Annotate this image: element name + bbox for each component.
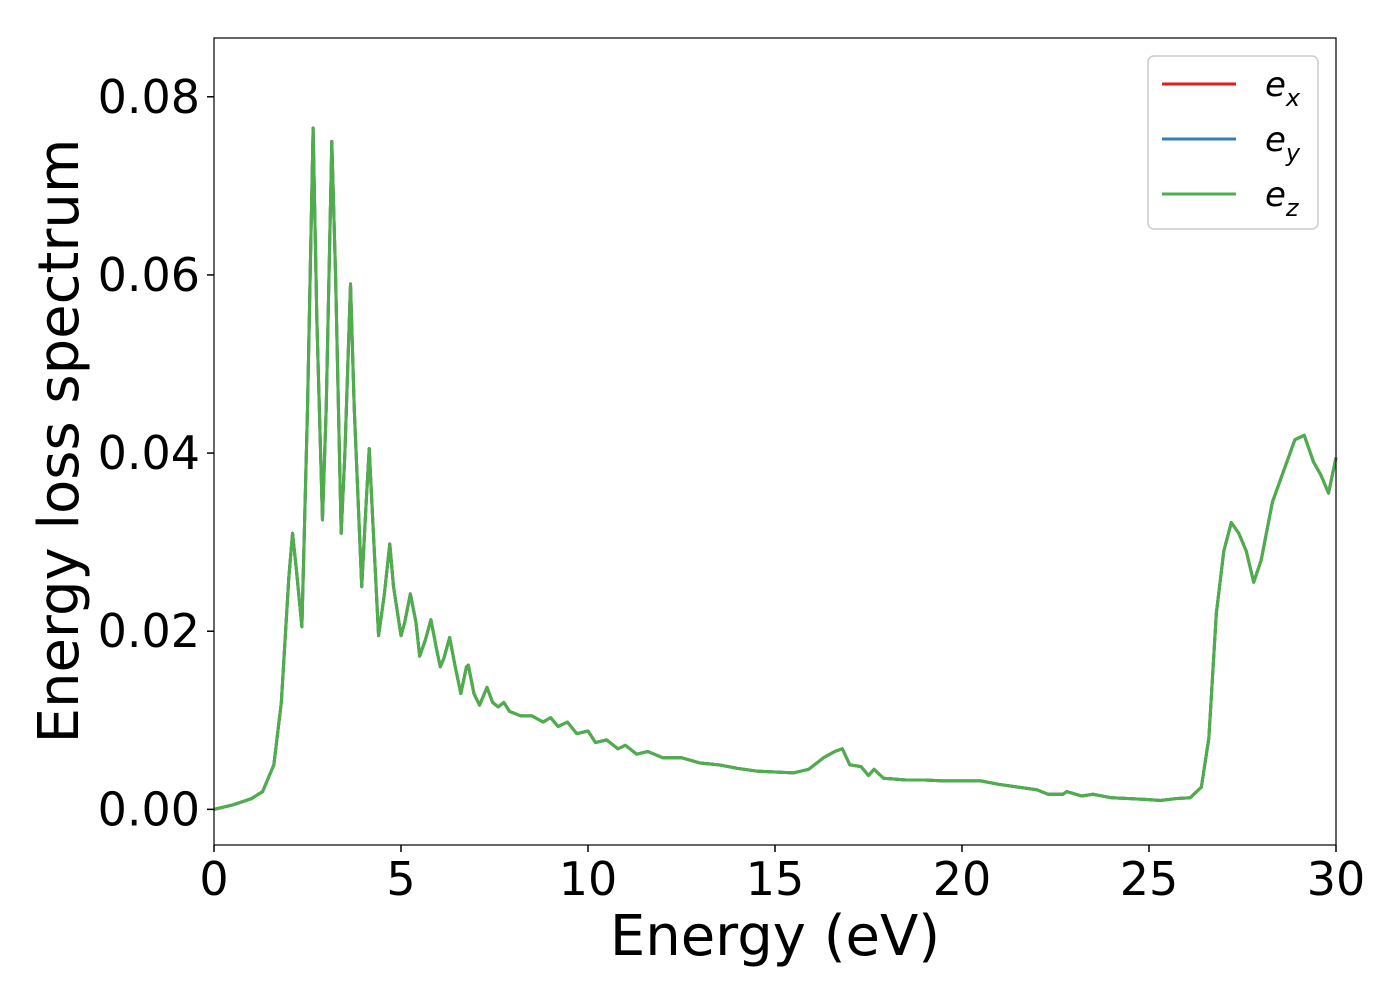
- y-axis-label: Energy loss spectrum: [27, 139, 92, 744]
- x-axis-label: Energy (eV): [610, 904, 940, 969]
- x-tick-label: 0: [199, 852, 228, 906]
- x-tick-label: 25: [1120, 852, 1179, 906]
- x-tick-label: 30: [1307, 852, 1366, 906]
- y-tick-label: 0.02: [98, 604, 200, 658]
- legend-label: ex: [1265, 65, 1301, 112]
- y-tick-label: 0.00: [98, 782, 200, 836]
- plot-frame: [213, 37, 1337, 846]
- x-tick-label: 5: [386, 852, 415, 906]
- x-tick-label: 20: [933, 852, 992, 906]
- x-tick-label: 10: [559, 852, 618, 906]
- line-series: [213, 126, 1338, 811]
- legend-label: ez: [1265, 175, 1300, 222]
- legend-box: [1147, 55, 1319, 230]
- y-tick-label: 0.06: [98, 248, 200, 302]
- y-tick-label: 0.08: [98, 70, 200, 124]
- legend-label: ey: [1265, 120, 1301, 167]
- x-tick-label: 15: [746, 852, 805, 906]
- y-tick-label: 0.04: [98, 426, 200, 480]
